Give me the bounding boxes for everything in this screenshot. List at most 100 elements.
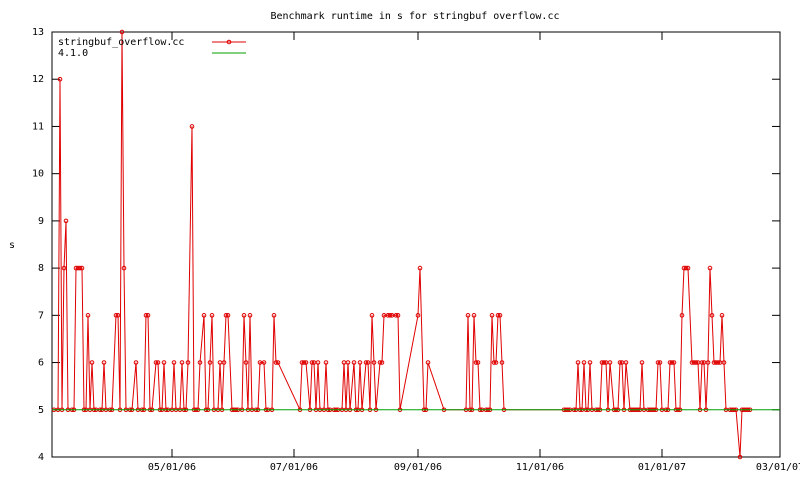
data-point (685, 265, 691, 271)
data-point (715, 360, 721, 365)
data-point (201, 313, 207, 318)
data-point (655, 360, 661, 365)
data-point (301, 360, 307, 365)
data-point (185, 360, 191, 365)
data-point (223, 313, 229, 318)
data-point (145, 313, 151, 318)
y-tick-label: 13 (32, 27, 44, 38)
data-point (379, 360, 385, 365)
data-point (209, 313, 215, 318)
data-point (489, 313, 495, 318)
data-point (705, 360, 711, 365)
data-point (369, 313, 375, 318)
data-point (495, 313, 501, 318)
data-point (261, 360, 267, 365)
data-point (345, 360, 351, 365)
data-point (499, 360, 505, 365)
data-point (171, 360, 177, 365)
data-point (197, 360, 203, 365)
plot-frame (51, 31, 781, 458)
data-point (639, 360, 645, 365)
data-point (465, 313, 471, 318)
data-point (707, 265, 713, 271)
y-tick-label: 9 (38, 216, 44, 227)
data-point (273, 360, 279, 365)
data-point (241, 313, 247, 318)
y-tick-label: 8 (38, 263, 44, 274)
x-tick-label: 01/01/07 (638, 462, 686, 473)
data-point (121, 265, 127, 271)
data-point (365, 360, 371, 365)
data-point (133, 360, 139, 365)
data-point (77, 265, 83, 271)
data-point (377, 360, 383, 365)
y-tick-label: 4 (38, 452, 44, 463)
data-point (309, 360, 315, 365)
data-point (425, 360, 431, 365)
data-point (79, 265, 85, 271)
data-point (303, 360, 309, 365)
data-point (475, 360, 481, 365)
x-tick-label: 07/01/06 (270, 462, 318, 473)
data-point (243, 360, 249, 365)
data-point (395, 313, 401, 318)
x-tick-label: 09/01/06 (394, 462, 442, 473)
legend-marker (226, 39, 232, 45)
data-point (179, 360, 185, 365)
data-point (271, 313, 277, 318)
data-point (61, 265, 67, 271)
data-point (737, 454, 743, 460)
data-point (497, 313, 503, 318)
data-point (207, 360, 213, 365)
data-point (119, 29, 125, 35)
data-point (387, 313, 393, 318)
data-point (221, 360, 227, 365)
data-point (575, 360, 581, 365)
data-point (493, 360, 499, 365)
data-point (113, 313, 119, 318)
y-tick-label: 10 (32, 169, 44, 180)
data-point (57, 76, 63, 82)
data-point (581, 360, 587, 365)
data-point (153, 360, 159, 365)
y-tick-label: 12 (32, 74, 44, 85)
data-point (63, 218, 69, 224)
data-point (393, 313, 399, 318)
legend-label: 4.1.0 (58, 48, 88, 59)
data-point (719, 313, 725, 318)
series-line (54, 31, 750, 458)
data-point (115, 313, 121, 318)
legend-label: stringbuf_overflow.cc (58, 37, 184, 48)
data-point (247, 313, 253, 318)
data-point (699, 360, 705, 365)
y-tick-label: 5 (38, 405, 44, 416)
data-point (89, 360, 95, 365)
data-point (669, 360, 675, 365)
data-point (161, 360, 167, 365)
data-point (143, 313, 149, 318)
data-point (623, 360, 629, 365)
y-axis-label: s (9, 240, 15, 251)
data-point (617, 360, 623, 365)
y-tick-label: 6 (38, 358, 44, 369)
data-point (671, 360, 677, 365)
data-point (101, 360, 107, 365)
x-tick-label: 11/01/06 (516, 462, 564, 473)
data-point (415, 313, 421, 318)
data-point (85, 313, 91, 318)
data-point (315, 360, 321, 365)
data-point (473, 360, 479, 365)
data-point (679, 313, 685, 318)
x-tick-label: 05/01/06 (148, 462, 196, 473)
data-point (657, 360, 663, 365)
y-tick-label: 7 (38, 310, 44, 321)
data-point (417, 265, 423, 271)
data-point (587, 360, 593, 365)
data-point (471, 313, 477, 318)
data-point (607, 360, 613, 365)
chart-title: Benchmark runtime in s for stringbuf ove… (271, 11, 560, 22)
data-point (323, 360, 329, 365)
data-point (275, 360, 281, 365)
data-point (721, 360, 727, 365)
